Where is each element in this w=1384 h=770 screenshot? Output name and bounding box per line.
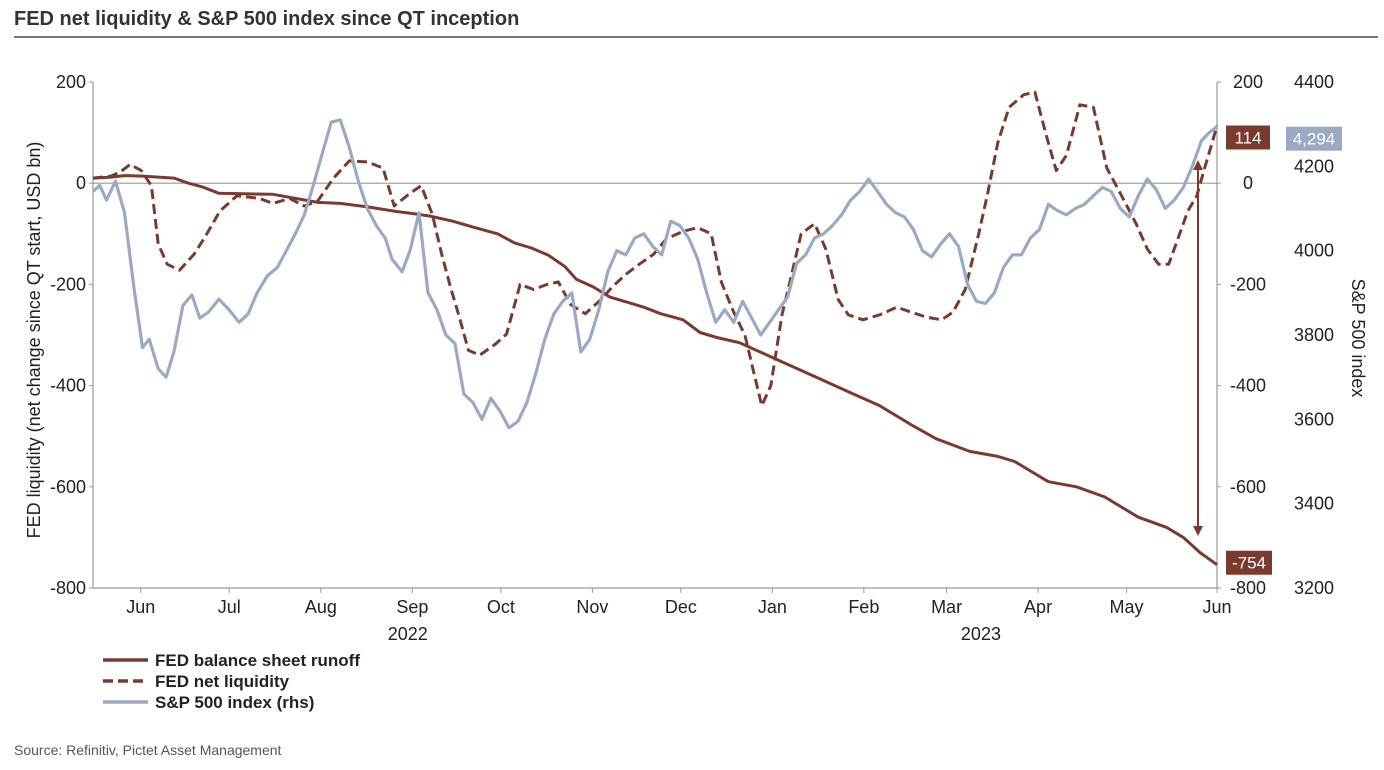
series-line-2 <box>91 118 1218 430</box>
net-liquidity-end-badge: 114 <box>1234 129 1261 148</box>
y-tick-label: 0 <box>76 173 86 193</box>
y2-tick-label: 4400 <box>1294 72 1334 92</box>
x-tick-label: Jul <box>218 597 241 617</box>
series-line-0 <box>92 174 1218 566</box>
x-tick-label: May <box>1110 597 1144 617</box>
runoff-end-badge: -754 <box>1232 554 1266 573</box>
y-right-tick-label: -400 <box>1230 376 1266 396</box>
runoff-end-badge-bg <box>1226 550 1272 575</box>
y-right-tick-label: 0 <box>1243 173 1253 193</box>
x-tick-label: Jan <box>758 597 787 617</box>
y-right-tick-label: 200 <box>1233 72 1263 92</box>
legend-label-2: S&P 500 index (rhs) <box>155 693 314 712</box>
source-note: Source: Refinitiv, Pictet Asset Manageme… <box>14 742 282 758</box>
gap-arrowhead-bottom <box>1193 526 1203 536</box>
x-year-label: 2022 <box>388 624 428 644</box>
y-tick-label: 200 <box>56 72 86 92</box>
y-tick-label: -600 <box>50 477 86 497</box>
x-tick-label: Sep <box>396 597 428 617</box>
y2-tick-label: 4000 <box>1294 241 1334 261</box>
net-liquidity-end-badge-bg <box>1226 125 1270 150</box>
chart-title: FED net liquidity & S&P 500 index since … <box>14 8 519 30</box>
y-tick-label: -400 <box>50 376 86 396</box>
x-tick-label: Aug <box>305 597 337 617</box>
y-right-tick-label: -800 <box>1230 578 1266 598</box>
y2-tick-label: 3800 <box>1294 325 1334 345</box>
y-tick-label: -200 <box>50 274 86 294</box>
x-tick-label: Mar <box>931 597 962 617</box>
series-layer <box>91 90 1219 566</box>
y2-axis-label: S&P 500 index <box>1348 279 1368 398</box>
sp500-end-badge-bg <box>1286 126 1342 151</box>
x-tick-label: Nov <box>576 597 608 617</box>
x-tick-label: Feb <box>848 597 879 617</box>
y2-tick-label: 4200 <box>1294 156 1334 176</box>
y2-tick-label: 3600 <box>1294 409 1334 429</box>
x-tick-label: Oct <box>487 597 515 617</box>
sp500-end-badge: 4,294 <box>1293 130 1336 149</box>
y2-tick-label: 3200 <box>1294 578 1334 598</box>
y-right-tick-label: -200 <box>1230 274 1266 294</box>
y-right-tick-label: -600 <box>1230 477 1266 497</box>
legend: FED balance sheet runoff FED net liquidit… <box>103 651 360 712</box>
x-tick-label: Jun <box>126 597 155 617</box>
legend-label-1: FED net liquidity <box>155 672 290 691</box>
end-value-badges: 114 -754 4,294 <box>1226 125 1342 575</box>
x-year-label: 2023 <box>961 624 1001 644</box>
x-tick-label: Apr <box>1024 597 1052 617</box>
y2-tick-label: 3400 <box>1294 494 1334 514</box>
series-line-1 <box>92 90 1219 408</box>
legend-label-0: FED balance sheet runoff <box>155 651 360 670</box>
y-tick-label: -800 <box>50 578 86 598</box>
gap-arrowhead-top <box>1193 160 1203 170</box>
x-tick-label: Dec <box>665 597 697 617</box>
x-tick-label: Jun <box>1202 597 1231 617</box>
y-axis-label: FED liquidity (net change since QT start… <box>24 142 44 539</box>
axes: 200 0 -200 -400 -600 -800 200 0 -200 -400 -600 -800… <box>50 72 1334 644</box>
